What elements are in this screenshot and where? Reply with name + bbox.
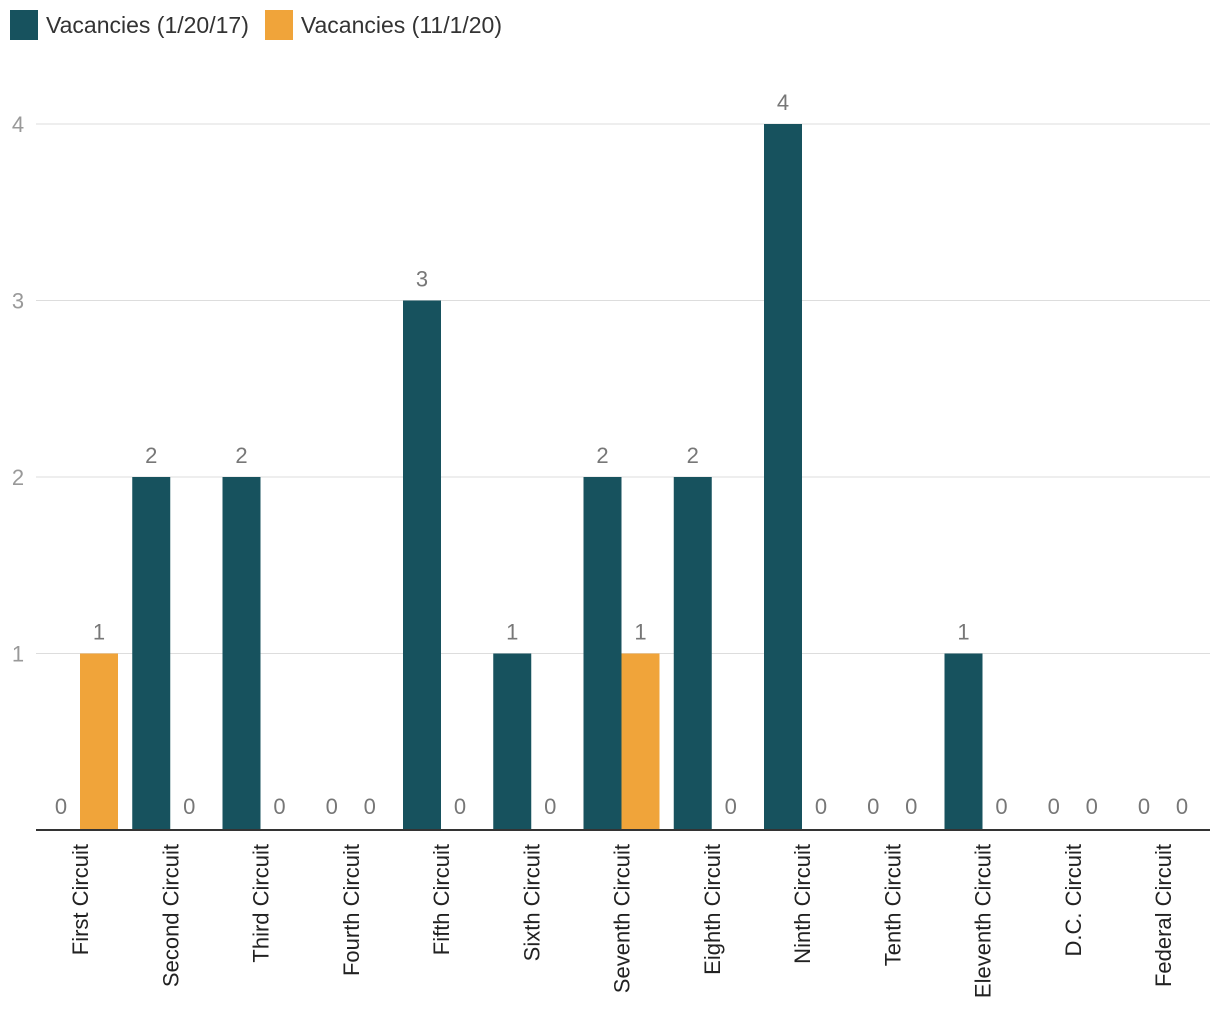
legend-swatch-series-2: [264, 10, 293, 40]
data-label: 0: [544, 794, 556, 819]
x-tick-label: Eleventh Circuit: [971, 844, 996, 998]
data-label: 0: [867, 794, 879, 819]
data-label: 1: [506, 620, 518, 645]
legend: Vacancies (1/20/17) Vacancies (11/1/20): [10, 10, 502, 40]
y-tick-label: 2: [12, 465, 24, 490]
x-tick-label: Third Circuit: [249, 844, 274, 963]
data-label: 0: [454, 794, 466, 819]
data-label: 2: [687, 443, 699, 468]
data-label: 0: [55, 794, 67, 819]
data-label: 1: [634, 620, 646, 645]
data-label: 0: [183, 794, 195, 819]
x-tick-label: D.C. Circuit: [1061, 844, 1086, 956]
data-label: 2: [235, 443, 247, 468]
x-tick-label: Seventh Circuit: [610, 844, 635, 993]
x-tick-label: Eighth Circuit: [700, 844, 725, 975]
legend-label-series-1: Vacancies (1/20/17): [46, 11, 249, 38]
data-label: 0: [995, 794, 1007, 819]
y-tick-label: 1: [12, 642, 24, 667]
data-label: 0: [1086, 794, 1098, 819]
data-label: 0: [905, 794, 917, 819]
data-label: 0: [364, 794, 376, 819]
data-label: 3: [416, 267, 428, 292]
y-tick-label: 3: [12, 289, 24, 314]
x-tick-label: Second Circuit: [158, 844, 183, 987]
data-label: 0: [273, 794, 285, 819]
data-label: 1: [957, 620, 969, 645]
legend-swatch-series-1: [10, 10, 38, 40]
x-tick-label: Ninth Circuit: [790, 844, 815, 964]
data-label: 0: [1048, 794, 1060, 819]
bar: [583, 477, 622, 830]
data-label: 0: [326, 794, 338, 819]
x-tick-label: First Circuit: [68, 844, 93, 955]
bar: [222, 477, 261, 830]
x-tick-label: Tenth Circuit: [880, 844, 905, 966]
legend-item-series-2[interactable]: Vacancies (11/1/20): [264, 10, 503, 40]
bar: [403, 300, 441, 830]
data-label: 4: [777, 90, 789, 115]
x-tick-label: Fourth Circuit: [339, 844, 364, 976]
x-tick-label: Federal Circuit: [1151, 844, 1176, 987]
data-label: 1: [93, 620, 105, 645]
y-tick-label: 4: [12, 112, 24, 137]
data-label: 0: [725, 794, 737, 819]
bar: [673, 477, 712, 830]
bar: [493, 653, 532, 830]
bar: [944, 653, 983, 830]
bar: [621, 653, 660, 830]
data-label: 2: [596, 443, 608, 468]
data-label: 2: [145, 443, 157, 468]
data-label: 0: [1176, 794, 1188, 819]
legend-label-series-2: Vacancies (11/1/20): [300, 11, 503, 38]
x-tick-label: Fifth Circuit: [429, 844, 454, 955]
x-tick-label: Sixth Circuit: [519, 844, 544, 961]
bar: [80, 653, 118, 830]
data-label: 0: [1138, 794, 1150, 819]
legend-item-series-1[interactable]: Vacancies (1/20/17): [10, 10, 249, 40]
bar: [764, 124, 802, 830]
data-label: 0: [815, 794, 827, 819]
bar: [132, 477, 171, 830]
